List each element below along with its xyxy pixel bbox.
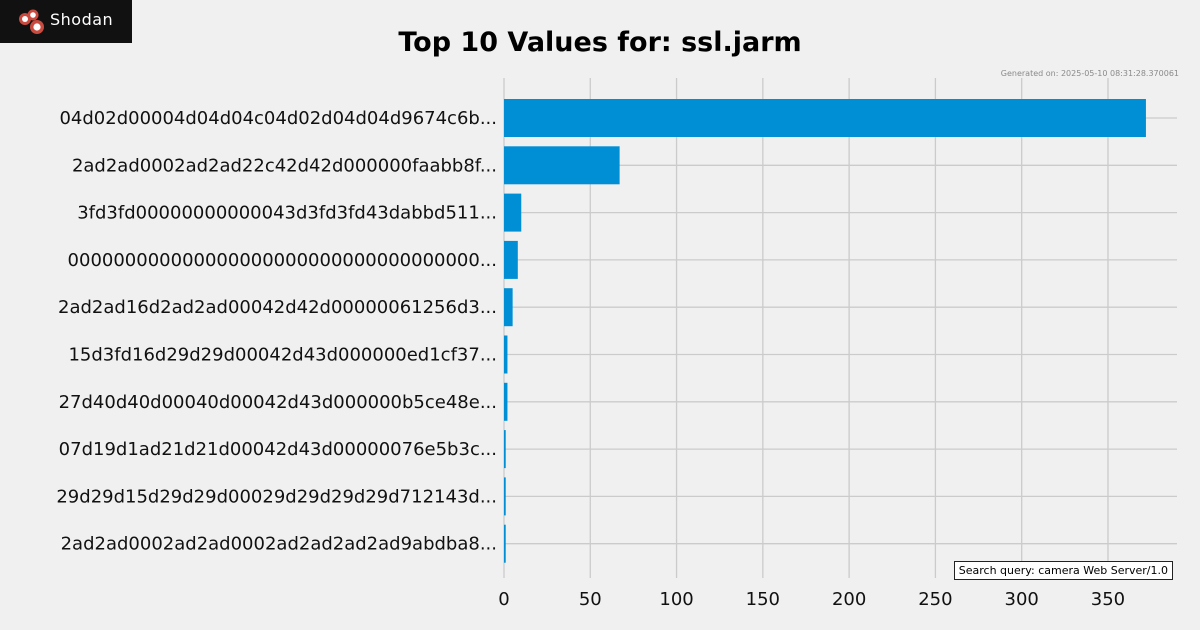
bar — [504, 288, 513, 327]
category-label: 27d40d40d00040d00042d43d000000b5ce48e... — [59, 392, 497, 413]
x-tick-label: 0 — [498, 589, 509, 610]
bar — [504, 382, 508, 421]
shodan-logo: Shodan — [0, 0, 132, 43]
x-tick-label: 300 — [1005, 589, 1039, 610]
search-query-box: Search query: camera Web Server/1.0 — [953, 561, 1173, 580]
category-label: 2ad2ad16d2ad2ad00042d42d00000061256d3... — [58, 297, 497, 318]
category-label: 29d29d15d29d29d00029d29d29d29d712143d... — [56, 486, 497, 507]
chart-title: Top 10 Values for: ssl.jarm — [398, 27, 802, 58]
bar — [504, 430, 506, 469]
bar — [504, 335, 508, 374]
bar — [504, 477, 506, 516]
x-tick-label: 100 — [659, 589, 693, 610]
x-tick-label: 250 — [918, 589, 952, 610]
category-label: 2ad2ad0002ad2ad0002ad2ad2ad2ad9abdba8... — [61, 534, 497, 555]
category-label: 000000000000000000000000000000000000... — [68, 250, 497, 271]
bar — [504, 146, 620, 185]
category-label: 07d19d1ad21d21d00042d43d00000076e5b3c... — [59, 439, 497, 460]
category-label: 04d02d00004d04d04c04d02d04d04d9674c6b... — [59, 108, 497, 129]
bar — [504, 99, 1146, 137]
chart-category-labels: 04d02d00004d04d04c04d02d04d04d9674c6b...… — [56, 108, 497, 555]
bar — [504, 193, 522, 232]
category-label: 15d3fd16d29d29d00042d43d000000ed1cf37... — [68, 345, 497, 366]
x-tick-label: 350 — [1091, 589, 1125, 610]
x-tick-label: 150 — [746, 589, 780, 610]
category-label: 2ad2ad0002ad2ad22c42d42d000000faabb8f... — [72, 155, 497, 176]
chart-bars — [504, 99, 1146, 563]
shodan-logo-text: Shodan — [50, 10, 114, 29]
chart-x-axis-ticks: 0 50 100 150 200 250 300 350 — [498, 589, 1125, 610]
shodan-logo-icon — [19, 9, 44, 34]
x-tick-label: 50 — [579, 589, 602, 610]
category-label: 3fd3fd00000000000043d3fd3fd43dabbd511... — [77, 203, 497, 224]
bar — [504, 240, 518, 279]
bar — [504, 524, 506, 563]
x-tick-label: 200 — [832, 589, 866, 610]
generated-timestamp: Generated on: 2025-05-10 08:31:28.370061 — [1000, 69, 1179, 78]
